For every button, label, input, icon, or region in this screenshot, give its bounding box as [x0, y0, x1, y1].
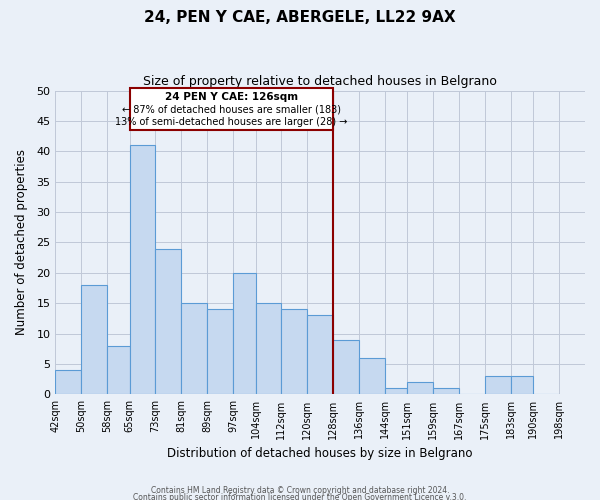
Text: Contains public sector information licensed under the Open Government Licence v.: Contains public sector information licen…	[133, 494, 467, 500]
Bar	[307, 316, 333, 394]
Text: 24 PEN Y CAE: 126sqm: 24 PEN Y CAE: 126sqm	[165, 92, 298, 102]
Bar	[256, 304, 281, 394]
Bar	[433, 388, 459, 394]
Bar	[55, 370, 81, 394]
Bar	[407, 382, 433, 394]
Bar	[130, 88, 333, 130]
Bar	[511, 376, 533, 394]
Text: Contains HM Land Registry data © Crown copyright and database right 2024.: Contains HM Land Registry data © Crown c…	[151, 486, 449, 495]
Text: ← 87% of detached houses are smaller (183): ← 87% of detached houses are smaller (18…	[122, 104, 341, 115]
Bar	[181, 304, 207, 394]
Text: 13% of semi-detached houses are larger (28) →: 13% of semi-detached houses are larger (…	[115, 116, 347, 126]
Bar	[281, 310, 307, 394]
Bar	[233, 273, 256, 394]
X-axis label: Distribution of detached houses by size in Belgrano: Distribution of detached houses by size …	[167, 447, 473, 460]
Bar	[207, 310, 233, 394]
Bar	[81, 285, 107, 395]
Bar	[130, 146, 155, 394]
Bar	[359, 358, 385, 395]
Y-axis label: Number of detached properties: Number of detached properties	[15, 150, 28, 336]
Bar	[333, 340, 359, 394]
Bar	[155, 248, 181, 394]
Bar	[107, 346, 130, 395]
Title: Size of property relative to detached houses in Belgrano: Size of property relative to detached ho…	[143, 75, 497, 88]
Bar	[385, 388, 407, 394]
Text: 24, PEN Y CAE, ABERGELE, LL22 9AX: 24, PEN Y CAE, ABERGELE, LL22 9AX	[144, 10, 456, 25]
Bar	[485, 376, 511, 394]
